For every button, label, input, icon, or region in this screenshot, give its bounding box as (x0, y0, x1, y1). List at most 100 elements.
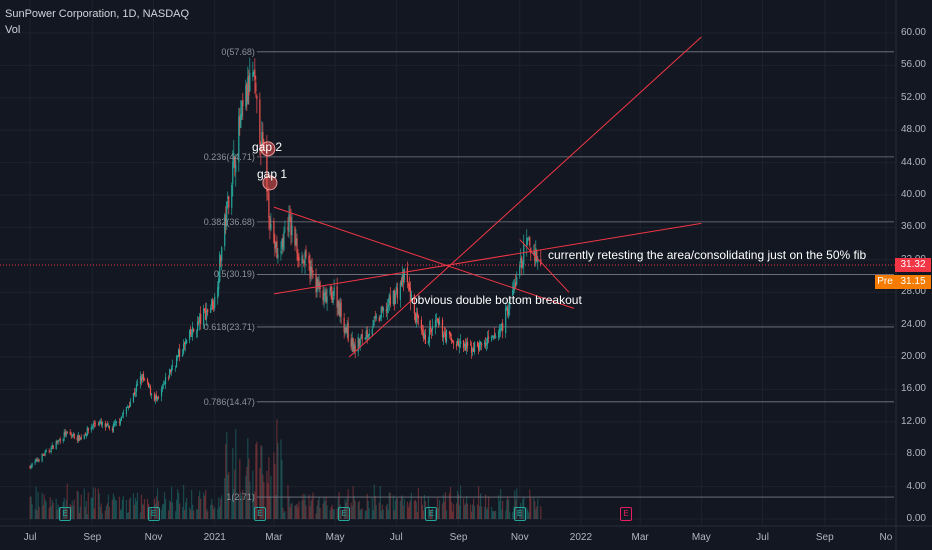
volume-bar (178, 503, 181, 519)
candle-body (73, 433, 75, 439)
volume-bar (98, 493, 100, 519)
candle-body (507, 307, 509, 315)
price-tick-label: 20.00 (900, 351, 926, 362)
candle-body (148, 385, 151, 387)
volume-bar (420, 497, 423, 519)
volume-bar (459, 485, 462, 519)
volume-bar (94, 487, 96, 519)
price-tick-label: 60.00 (900, 27, 926, 38)
volume-bar (249, 481, 251, 519)
candle-body (80, 437, 82, 439)
volume-bar (235, 428, 237, 519)
candle-body (266, 146, 268, 192)
candle-body (37, 459, 39, 462)
candle-body (185, 341, 187, 345)
volume-bar (51, 500, 53, 519)
candle-body (333, 287, 335, 297)
volume-bar (325, 497, 327, 519)
candle-body (193, 329, 195, 332)
earnings-marker[interactable]: E (620, 507, 633, 521)
volume-bar (91, 497, 93, 519)
volume-bar (206, 509, 208, 519)
volume-bar (220, 498, 222, 519)
candle-body (533, 252, 535, 255)
earnings-marker[interactable]: E (59, 507, 72, 521)
candle-body (415, 314, 417, 323)
candle-body (452, 341, 455, 344)
candle-body (436, 318, 439, 321)
candle-body (76, 437, 78, 440)
earnings-marker[interactable]: E (513, 507, 526, 521)
price-tick-label: 12.00 (900, 415, 926, 427)
candle-body (512, 290, 514, 296)
fib-retracement[interactable] (256, 51, 894, 498)
candle-body (310, 266, 312, 276)
volume-bar (174, 511, 177, 519)
volume-bar (410, 492, 412, 519)
volume-bar (450, 502, 453, 519)
candle-body (91, 426, 93, 428)
candle-body (111, 428, 113, 431)
last-price-label: 31.32 (895, 258, 931, 272)
candle-body (160, 388, 163, 397)
earnings-marker[interactable]: E (147, 507, 160, 521)
candle-body (336, 286, 338, 308)
candle-body (379, 316, 381, 320)
volume-bar (485, 494, 487, 519)
volume-bar (168, 500, 171, 519)
earnings-marker[interactable]: E (338, 507, 351, 521)
volume-bar (132, 493, 135, 519)
annotation-double-bottom: obvious double bottom breakout (411, 293, 582, 307)
candle-body (84, 433, 86, 436)
gap-circle (260, 141, 276, 157)
time-tick-label: 2022 (569, 532, 593, 543)
candle-body (248, 75, 250, 96)
price-tick-label: 16.00 (900, 383, 926, 395)
candle-body (142, 373, 145, 380)
volume-bar (107, 494, 109, 519)
volume-bar (38, 506, 40, 519)
annotation-gap1: gap 1 (257, 167, 288, 181)
candle-body (331, 292, 333, 303)
candle-body (400, 280, 402, 286)
earnings-marker[interactable]: E (253, 507, 266, 521)
time-tick-label: Nov (510, 532, 529, 543)
volume-bar (443, 501, 446, 519)
volume-bar (133, 504, 136, 519)
candle-body (245, 85, 247, 107)
candle-body (401, 273, 403, 286)
volume-bar (224, 478, 226, 519)
volume-bar (430, 509, 433, 519)
volume-bar (177, 492, 180, 519)
volume-bar (284, 511, 286, 519)
volume-bar (437, 507, 440, 519)
volume-bar (402, 505, 404, 519)
volume-bar (494, 510, 496, 519)
earnings-marker[interactable]: E (425, 507, 438, 521)
volume-bar (396, 498, 398, 519)
volume-bar (451, 511, 454, 519)
volume-bar (84, 506, 86, 519)
volume-bar (452, 504, 455, 519)
volume-bar (403, 498, 405, 519)
candle-body (136, 383, 139, 386)
fib-level-label: 1(2.71) (226, 492, 255, 503)
price-tick-label: 36.00 (900, 221, 926, 233)
trendlines[interactable] (273, 36, 702, 358)
volume-bar (219, 506, 221, 519)
candle-body (361, 334, 363, 340)
time-tick-label: Jul (389, 532, 403, 543)
volume-bar (318, 497, 320, 519)
candle-body (455, 344, 458, 347)
candle-body (175, 356, 178, 367)
candle-body (325, 291, 327, 302)
candle-body (505, 308, 507, 334)
volume-bar (522, 499, 524, 519)
volume-bar (516, 488, 518, 519)
candle-body (62, 438, 64, 442)
volume-bar (392, 495, 394, 519)
candle-body (255, 83, 257, 92)
candle-body (42, 454, 44, 456)
time-tick-label: Mar (631, 532, 649, 543)
